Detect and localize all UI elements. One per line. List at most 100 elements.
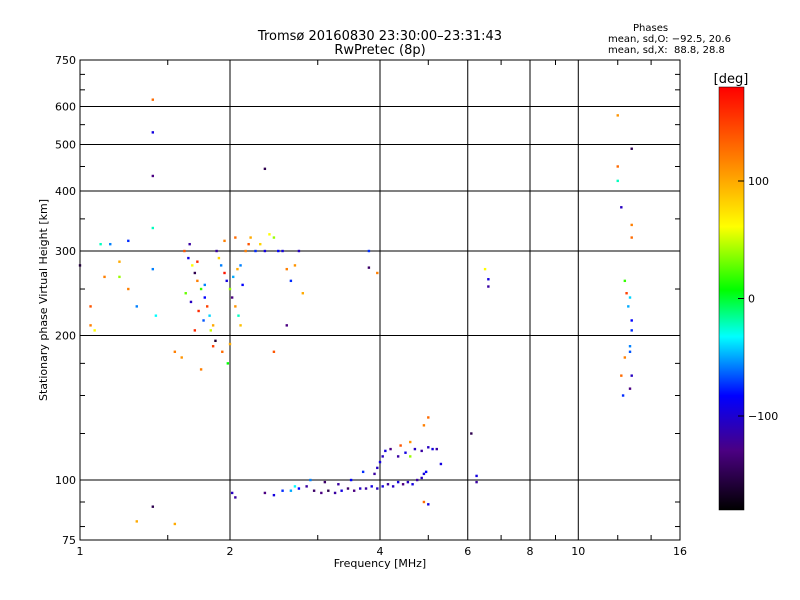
data-point <box>625 292 628 295</box>
data-point <box>211 345 215 348</box>
data-point <box>228 342 232 346</box>
data-point <box>381 485 384 488</box>
data-point <box>228 287 232 291</box>
data-point <box>89 324 92 327</box>
data-point <box>621 394 625 397</box>
x-tick-label: 6 <box>464 545 471 558</box>
data-point <box>396 480 400 484</box>
data-point <box>470 432 473 435</box>
data-point <box>391 485 395 488</box>
data-point <box>281 249 284 253</box>
data-point <box>183 249 186 253</box>
data-point <box>435 447 438 451</box>
data-point <box>239 264 242 267</box>
data-point <box>327 489 330 492</box>
data-point <box>289 489 293 492</box>
data-point <box>241 283 244 287</box>
data-point <box>234 496 237 499</box>
data-point <box>630 147 633 150</box>
data-point <box>151 98 155 101</box>
data-point <box>191 264 194 267</box>
data-point <box>367 249 371 253</box>
data-point <box>232 275 235 279</box>
data-point <box>135 305 138 308</box>
y-tick-label: 600 <box>55 101 76 114</box>
data-point <box>247 242 250 246</box>
data-point <box>367 266 371 269</box>
data-point <box>401 483 405 486</box>
data-point <box>217 256 221 260</box>
data-point <box>293 485 297 488</box>
data-point <box>305 485 308 488</box>
data-point <box>297 249 301 253</box>
data-point <box>89 305 92 308</box>
data-point <box>404 451 407 454</box>
data-point <box>214 339 217 343</box>
data-point <box>211 324 215 327</box>
data-point <box>151 131 155 134</box>
phase-stats-o-mode: mean, sd,O: −92.5, 20.6 <box>608 34 731 45</box>
data-point <box>151 505 155 508</box>
data-point <box>420 476 423 480</box>
data-point <box>628 350 632 353</box>
x-tick-label: 8 <box>527 545 534 558</box>
data-point <box>389 447 392 451</box>
data-point <box>422 424 426 427</box>
data-point <box>483 267 487 271</box>
data-point <box>628 296 632 299</box>
chart-subtitle: RwPretec (8p) <box>334 43 426 58</box>
data-point <box>127 287 130 291</box>
chart-title: Tromsø 20160830 23:30:00–23:31:43 <box>257 29 503 44</box>
data-point <box>361 470 365 474</box>
grid <box>80 60 680 540</box>
x-axis-label: Frequency [MHz] <box>334 557 426 570</box>
colorbar-tick-label: 0 <box>748 293 755 306</box>
data-point <box>187 256 190 260</box>
data-point <box>620 206 623 209</box>
data-point <box>628 387 632 390</box>
data-point <box>630 329 633 332</box>
data-point <box>320 491 323 495</box>
data-point <box>620 374 623 377</box>
data-point <box>197 309 200 313</box>
data-point <box>180 356 183 359</box>
data-point <box>193 271 197 275</box>
data-points <box>78 98 633 526</box>
data-point <box>272 493 276 497</box>
data-point <box>630 319 633 322</box>
data-point <box>226 362 230 365</box>
colorbar-tick-label: 100 <box>748 175 769 188</box>
data-point <box>237 314 240 317</box>
data-point <box>151 226 155 230</box>
data-point <box>333 491 337 495</box>
data-point <box>285 267 288 271</box>
y-tick-label: 400 <box>55 185 76 198</box>
colorbar-axis: −100 0 100 <box>738 175 778 423</box>
y-tick-label: 75 <box>62 534 76 547</box>
data-point <box>239 324 242 327</box>
data-point <box>413 447 417 451</box>
data-point <box>118 275 121 279</box>
y-axis-label: Stationary phase Virtual Height [km] <box>37 199 50 401</box>
data-point <box>93 329 96 332</box>
y-tick-label: 750 <box>55 54 76 67</box>
data-point <box>475 474 478 478</box>
data-point <box>263 167 267 171</box>
data-point <box>189 300 193 304</box>
data-point <box>364 487 368 490</box>
data-point <box>293 264 297 267</box>
data-point <box>337 483 340 486</box>
data-point <box>370 485 373 488</box>
data-point <box>623 356 627 359</box>
data-point <box>268 233 271 236</box>
data-point <box>259 242 262 246</box>
data-point <box>409 440 412 444</box>
colorbar-label: [deg] <box>714 72 749 87</box>
data-point <box>297 487 301 490</box>
colorbar-tick-label: −100 <box>748 410 778 423</box>
data-point <box>301 292 305 295</box>
data-point <box>616 165 619 168</box>
data-point <box>151 174 155 178</box>
data-point <box>352 489 356 492</box>
